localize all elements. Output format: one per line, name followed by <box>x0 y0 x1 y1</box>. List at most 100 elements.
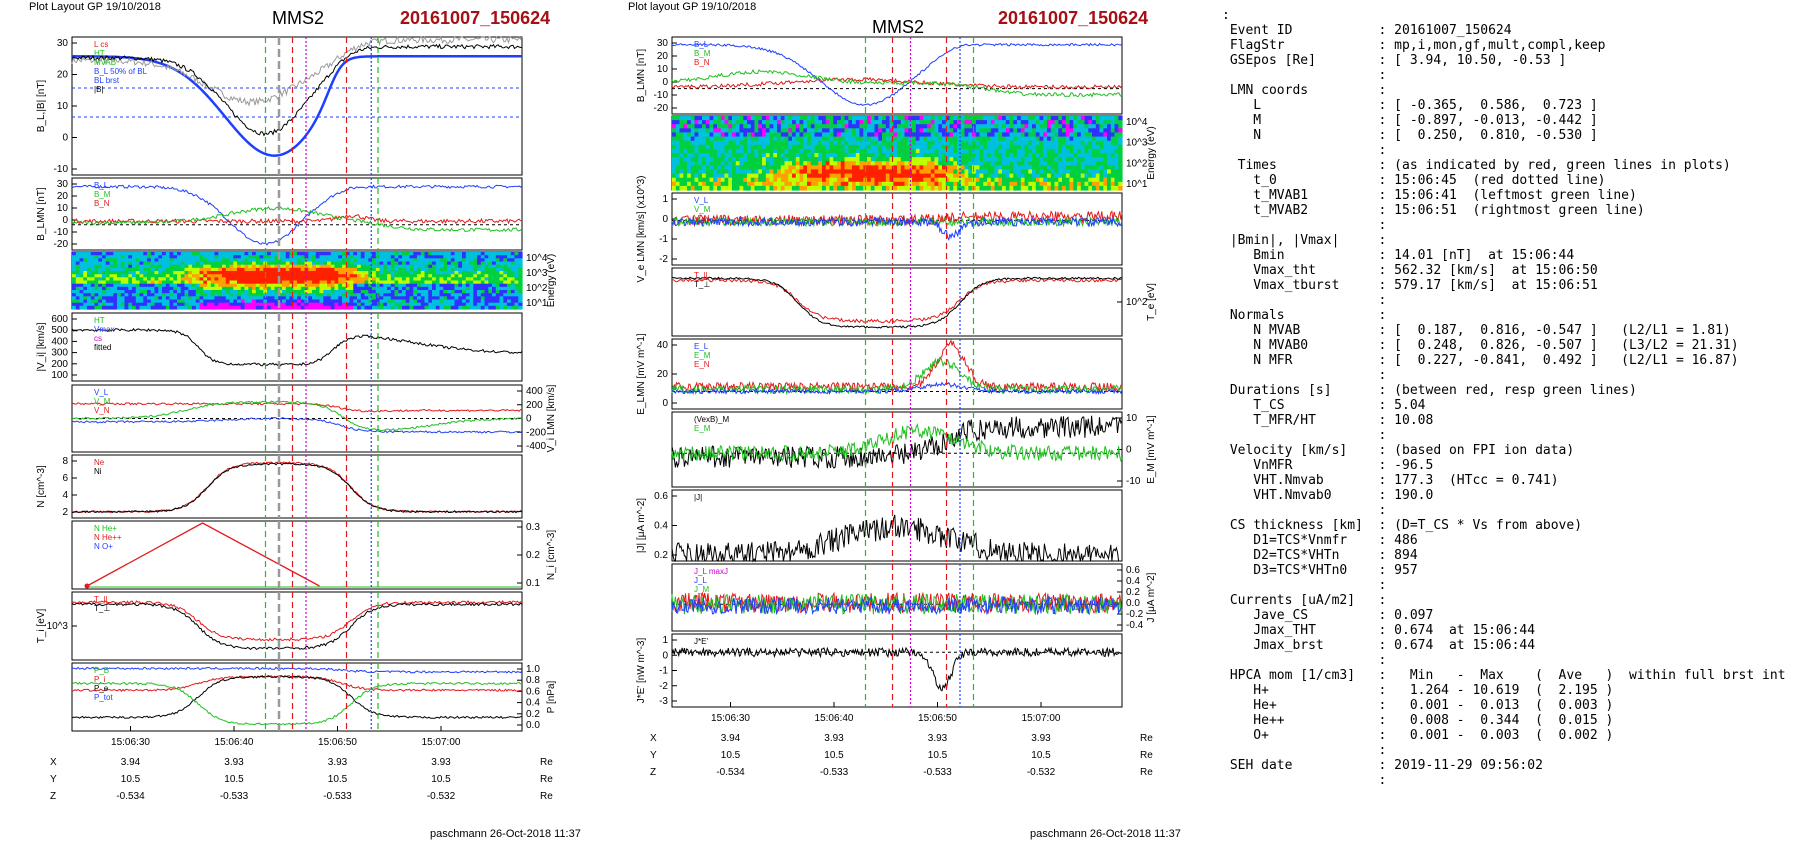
right-panel-2-electron-spectrogram-cell <box>762 116 767 121</box>
left-panel-3-ion-spectrogram-cell <box>383 305 388 310</box>
summary-line: Jave_CS : 0.097 <box>1222 608 1434 623</box>
left-panel-3-ion-spectrogram-cell <box>289 255 294 259</box>
right-panel-2-electron-spectrogram-cell <box>728 132 733 138</box>
left-panel-3-ion-spectrogram-cell <box>102 258 107 263</box>
left-panel-3-ion-spectrogram-cell <box>120 277 126 282</box>
right-panel-2-electron-spectrogram-cell <box>859 148 864 154</box>
left-panel-3-ion-spectrogram-cell <box>439 299 444 304</box>
right-panel-2-electron-spectrogram-cell <box>739 165 744 170</box>
left-panel-3-ion-spectrogram-cell <box>424 271 429 275</box>
left-panel-3-ion-spectrogram-cell <box>360 305 366 310</box>
left-panel-3-ion-spectrogram-cell <box>514 255 519 259</box>
right-panel-2-electron-spectrogram-cell <box>908 144 913 150</box>
right-panel-2-electron-spectrogram-cell <box>698 153 703 158</box>
left-panel-3-ion-spectrogram-cell <box>98 267 103 272</box>
right-panel-2-electron-spectrogram-cell <box>957 132 962 138</box>
right-panel-2-electron-spectrogram-cell <box>889 116 894 121</box>
right-panel-2-electron-spectrogram-cell <box>1002 185 1007 191</box>
summary-line: L : [ -0.365, 0.586, 0.723 ] <box>1222 98 1598 113</box>
left-panel-7-legend-entry: N He++ <box>94 533 122 542</box>
left-panel-3-ion-spectrogram-cell <box>447 296 452 301</box>
left-panel-3-ion-spectrogram-cell <box>165 302 171 307</box>
left-panel-3-ion-spectrogram-cell <box>402 277 407 282</box>
right-panel-2-electron-spectrogram-cell <box>889 177 894 183</box>
right-panel-2-electron-spectrogram-cell <box>1028 185 1033 191</box>
left-panel-3-ion-spectrogram-cell <box>192 277 197 282</box>
left-panel-3-ion-spectrogram-cell <box>79 283 84 288</box>
right-panel-2-electron-spectrogram-cell <box>1077 157 1082 162</box>
right-panel-2-electron-spectrogram-cell <box>848 144 853 150</box>
right-panel-2-electron-spectrogram-cell <box>702 120 707 125</box>
right-panel-2-electron-spectrogram-cell <box>859 136 864 142</box>
right-panel-2-electron-spectrogram-cell <box>1017 161 1022 166</box>
left-panel-3-ion-spectrogram-cell <box>87 274 92 278</box>
right-panel-2-electron-spectrogram-cell <box>758 148 763 154</box>
right-panel-2-electron-spectrogram-cell <box>690 140 696 146</box>
left-panel-3-ion-spectrogram-cell <box>510 286 516 291</box>
left-panel-6-legend-entry: Ne <box>94 458 105 467</box>
left-panel-3-ion-spectrogram-cell <box>315 296 321 301</box>
left-panel-3-ion-spectrogram-cell <box>154 299 159 304</box>
right-panel-2-electron-spectrogram-cell <box>934 177 939 183</box>
left-panel-3-ion-spectrogram-cell <box>214 274 219 278</box>
left-panel-3-ion-spectrogram-cell <box>83 305 88 310</box>
right-panel-2-electron-spectrogram-cell <box>1084 161 1089 166</box>
left-panel-3-ion-spectrogram-cell <box>443 296 448 301</box>
right-panel-2-electron-spectrogram-cell <box>1002 181 1007 187</box>
right-panel-2-electron-spectrogram-cell <box>968 153 973 158</box>
left-panel-3-ion-spectrogram-cell <box>499 283 504 288</box>
left-panel-3-ion-spectrogram-cell <box>484 305 489 310</box>
left-panel-3-ion-spectrogram-cell <box>499 302 504 307</box>
right-panel-2-electron-spectrogram-cell <box>893 128 898 133</box>
left-panel-2-bn <box>71 213 523 225</box>
right-panel-2-electron-spectrogram-cell <box>840 169 846 175</box>
left-panel-3-ion-spectrogram-cell <box>162 255 167 259</box>
right-panel-2-electron-spectrogram-cell <box>878 140 883 146</box>
right-coord-value: 10.5 <box>1031 750 1051 761</box>
right-panel-2-electron-spectrogram-cell <box>1080 148 1086 154</box>
right-panel-2-electron-spectrogram-cell <box>964 116 969 121</box>
right-panel-2-electron-spectrogram-cell <box>698 144 703 150</box>
left-panel-5-vl <box>71 402 523 413</box>
right-panel-2-electron-spectrogram-cell <box>713 144 718 150</box>
right-panel-2-electron-spectrogram-cell <box>724 173 729 179</box>
right-panel-2-electron-spectrogram-cell <box>810 173 816 179</box>
left-panel-3-ion-spectrogram-cell <box>128 274 133 278</box>
left-panel-3-ion-spectrogram-cell <box>207 258 212 263</box>
right-panel-2-electron-spectrogram-cell <box>833 181 838 187</box>
right-panel-2-electron-spectrogram-cell <box>814 148 819 154</box>
left-panel-3-ion-spectrogram-cell <box>409 290 414 294</box>
right-panel-2-electron-spectrogram-cell <box>960 140 966 146</box>
left-panel-3-ion-spectrogram-cell <box>252 290 257 294</box>
left-panel-3-ion-spectrogram-cell <box>132 286 137 291</box>
left-coord-value: -0.534 <box>116 791 145 802</box>
right-panel-2-electron-spectrogram-cell <box>975 140 981 146</box>
left-panel-3-ion-spectrogram-cell <box>417 290 422 294</box>
left-panel-3-ion-spectrogram-cell <box>177 255 182 259</box>
left-panel-3-ion-spectrogram-cell <box>518 255 523 259</box>
right-panel-2-electron-spectrogram-cell <box>1020 169 1026 175</box>
right-panel-2-electron-spectrogram-cell <box>908 161 913 166</box>
left-panel-3-ion-spectrogram-cell <box>207 280 212 285</box>
right-panel-2-electron-spectrogram-cell <box>799 120 804 125</box>
left-panel-3-ion-spectrogram-cell <box>83 290 88 294</box>
right-panel-2-electron-spectrogram-cell <box>900 132 906 138</box>
left-panel-3-ion-spectrogram-cell <box>259 305 264 310</box>
left-panel-3-ion-spectrogram-cell <box>72 255 77 259</box>
right-panel-2-electron-spectrogram-cell <box>840 120 846 125</box>
right-panel-2-electron-spectrogram-cell <box>732 116 737 121</box>
right-panel-2-electron-spectrogram-cell <box>908 148 913 154</box>
left-panel-3-ion-spectrogram-cell <box>214 283 219 288</box>
left-panel-3-ion-spectrogram-cell <box>162 305 167 310</box>
left-panel-3-ion-spectrogram-cell <box>454 305 459 310</box>
right-panel-2-electron-spectrogram-cell <box>1069 185 1074 191</box>
right-spacecraft-label: MMS2 <box>872 17 925 37</box>
left-panel-3-ion-spectrogram-cell <box>353 271 358 275</box>
left-panel-3-ion-spectrogram-cell <box>252 264 257 269</box>
right-panel-2-electron-spectrogram-cell <box>1032 148 1037 154</box>
left-panel-3-ion-spectrogram-cell <box>312 299 317 304</box>
right-panel-2-electron-spectrogram-cell <box>848 165 853 170</box>
right-panel-2-electron-spectrogram-cell <box>1073 161 1078 166</box>
left-panel-3-ion-spectrogram-cell <box>439 283 444 288</box>
right-panel-2-electron-spectrogram-cell <box>889 132 894 138</box>
